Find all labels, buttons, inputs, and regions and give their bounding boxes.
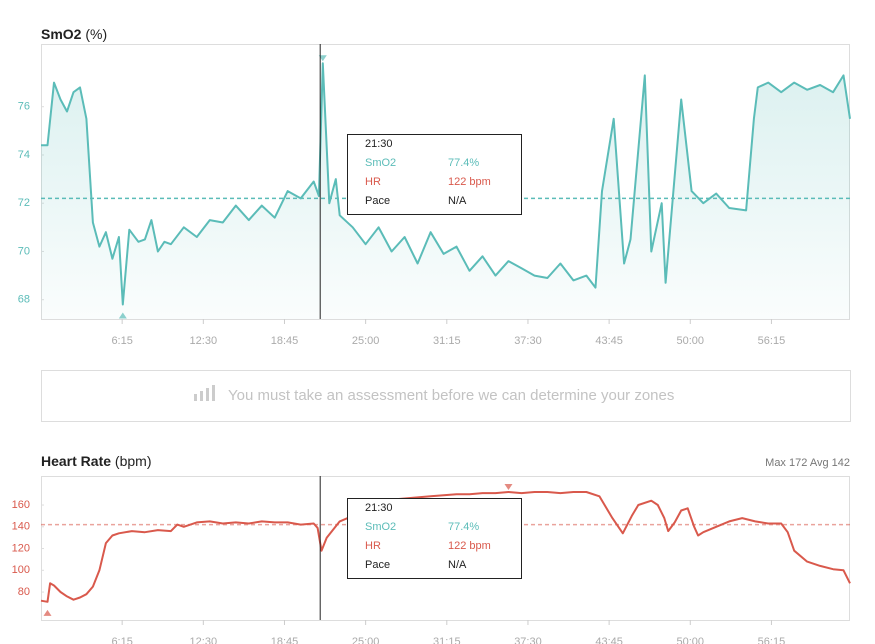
x-tick-label: 25:00: [352, 636, 380, 644]
tooltip-label: SmO2: [365, 157, 396, 169]
stat-value: 142: [832, 457, 850, 469]
series-line: [40, 491, 851, 603]
series-line: [41, 62, 851, 306]
tooltip-label: Pace: [365, 559, 390, 571]
chart-title: Heart Rate (bpm): [41, 453, 151, 469]
tooltip-value: 77.4%: [448, 521, 479, 533]
tooltip-value: 77.4%: [448, 157, 479, 169]
x-tick-label: 18:45: [271, 335, 299, 347]
max-marker: [318, 55, 327, 62]
x-tick-label: 43:45: [595, 636, 623, 644]
tooltip-time: 21:30: [365, 138, 393, 150]
x-tick-label: 56:15: [758, 636, 786, 644]
area-fill: [41, 63, 850, 319]
x-tick-label: 6:15: [111, 636, 132, 644]
tooltip-label: Pace: [365, 195, 390, 207]
tooltip-label: SmO2: [365, 521, 396, 533]
title-text: SmO2: [41, 26, 82, 42]
x-tick-label: 12:30: [190, 636, 218, 644]
tooltip-value: 122 bpm: [448, 540, 491, 552]
tooltip-label: HR: [365, 540, 381, 552]
y-tick-label: 74: [18, 149, 30, 161]
stat-value: 172: [789, 457, 807, 469]
title-unit: (bpm): [115, 453, 152, 469]
y-tick-label: 80: [18, 586, 30, 598]
min-marker: [118, 312, 127, 319]
x-tick-label: 31:15: [433, 335, 461, 347]
x-tick-label: 43:45: [595, 335, 623, 347]
y-tick-label: 72: [18, 197, 30, 209]
x-tick-label: 37:30: [514, 636, 542, 644]
tooltip-time: 21:30: [365, 502, 393, 514]
tooltip-value: N/A: [448, 195, 467, 207]
y-tick-label: 68: [18, 294, 30, 306]
stats: Max 172 Avg 142: [765, 457, 850, 469]
tooltip-value: 122 bpm: [448, 176, 491, 188]
y-tick-label: 160: [12, 499, 30, 511]
y-tick-label: 76: [18, 101, 30, 113]
x-tick-label: 12:30: [190, 335, 218, 347]
x-tick-label: 25:00: [352, 335, 380, 347]
banner-icon: [194, 385, 215, 401]
y-tick-label: 70: [18, 245, 30, 257]
title-unit: (%): [85, 26, 107, 42]
y-tick-label: 120: [12, 542, 30, 554]
stat-label: Max: [765, 457, 786, 469]
tooltip-label: HR: [365, 176, 381, 188]
x-tick-label: 50:00: [677, 335, 705, 347]
x-tick-label: 6:15: [111, 335, 132, 347]
max-marker: [504, 483, 513, 490]
x-tick-label: 37:30: [514, 335, 542, 347]
title-text: Heart Rate: [41, 453, 111, 469]
banner-box: [41, 370, 851, 422]
y-tick-label: 100: [12, 564, 30, 576]
min-marker: [43, 609, 52, 616]
y-tick-label: 140: [12, 521, 30, 533]
stat-label: Avg: [810, 457, 829, 469]
tooltip-box: [347, 134, 522, 215]
x-tick-label: 50:00: [677, 636, 705, 644]
x-tick-label: 56:15: [758, 335, 786, 347]
x-tick-label: 31:15: [433, 636, 461, 644]
banner-text: You must take an assessment before we ca…: [228, 387, 674, 404]
tooltip-value: N/A: [448, 559, 467, 571]
tooltip-box: [347, 498, 522, 579]
x-tick-label: 18:45: [271, 636, 299, 644]
chart-title: SmO2 (%): [41, 26, 107, 42]
